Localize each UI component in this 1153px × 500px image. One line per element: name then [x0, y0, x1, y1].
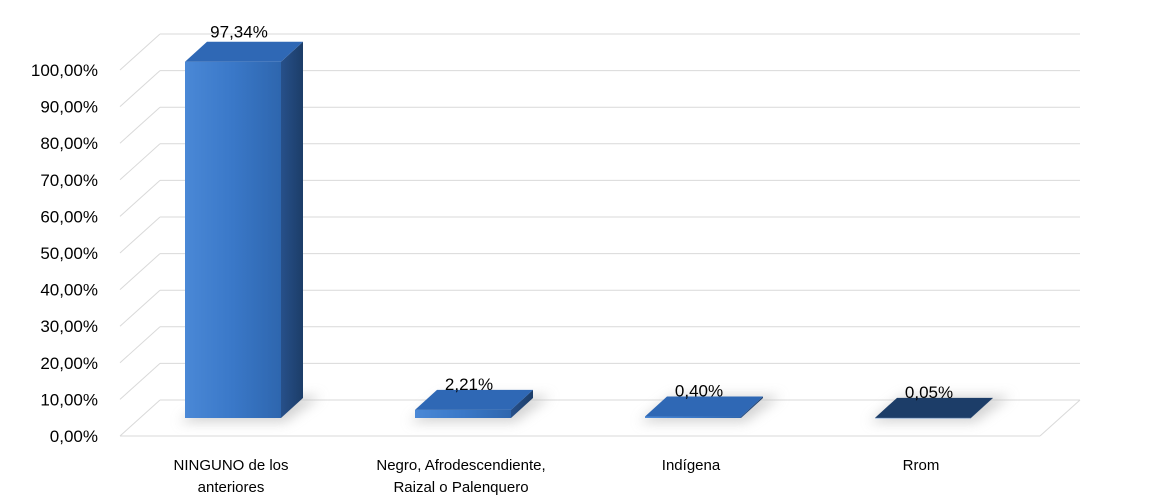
y-tick-label: 60,00%: [40, 207, 98, 226]
y-axis: 0,00% 10,00% 20,00% 30,00% 40,00% 50,00% 60,00…: [31, 61, 98, 446]
bar: [875, 397, 993, 419]
bar-top: [415, 389, 533, 410]
gridline-diagonal: [119, 33, 161, 71]
bars: [185, 41, 993, 419]
gridline-diagonal: [119, 326, 161, 364]
bar: [645, 396, 763, 418]
y-tick-label: 80,00%: [40, 134, 98, 153]
gridline-diagonal: [119, 253, 161, 290]
y-tick-label: 90,00%: [40, 98, 98, 117]
data-label: 2,21%: [445, 375, 493, 394]
bar-side: [741, 396, 763, 418]
y-tick-label: 20,00%: [40, 354, 98, 373]
bar-side: [511, 389, 533, 418]
floor-right-edge: [1039, 399, 1081, 437]
bar-top: [875, 397, 993, 418]
category-label: anteriores: [198, 479, 265, 496]
bar: [185, 41, 303, 419]
data-label: 0,40%: [675, 382, 723, 401]
data-labels: 97,34% 2,21% 0,40% 0,05%: [210, 23, 953, 402]
category-label: Rrom: [903, 457, 940, 474]
bar-front: [185, 61, 281, 419]
bar: [415, 389, 533, 418]
y-tick-label: 100,00%: [31, 61, 98, 80]
gridline-diagonal: [119, 180, 161, 217]
y-tick-label: 50,00%: [40, 244, 98, 263]
y-tick-label: 70,00%: [40, 171, 98, 190]
gridline-diagonal: [119, 216, 161, 254]
bar-top: [185, 41, 303, 62]
data-label: 97,34%: [210, 23, 268, 42]
bar-front: [875, 417, 971, 419]
y-tick-label: 10,00%: [40, 390, 98, 409]
category-label: Negro, Afrodescendiente,: [376, 457, 545, 474]
gridline-diagonal: [119, 143, 161, 181]
y-tick-label: 0,00%: [50, 427, 98, 446]
grid-layer: [119, 33, 1081, 437]
category-label: NINGUNO de los: [173, 457, 288, 474]
category-label: Indígena: [662, 457, 721, 474]
gridline-diagonal: [119, 399, 161, 437]
gridline-diagonal: [119, 70, 161, 107]
category-label: Raizal o Palenquero: [393, 479, 528, 496]
gridline-diagonal: [119, 289, 161, 327]
bar-front: [645, 416, 741, 418]
data-label: 0,05%: [905, 383, 953, 402]
bar-top: [645, 396, 763, 417]
bar-side: [971, 397, 993, 418]
y-tick-label: 40,00%: [40, 281, 98, 300]
y-tick-label: 30,00%: [40, 317, 98, 336]
x-axis: NINGUNO de los anteriores Negro, Afrodesce…: [173, 457, 939, 496]
bar-front: [415, 409, 511, 418]
bar-side: [281, 41, 303, 419]
gridline-diagonal: [119, 363, 161, 400]
gridline-diagonal: [119, 106, 161, 144]
